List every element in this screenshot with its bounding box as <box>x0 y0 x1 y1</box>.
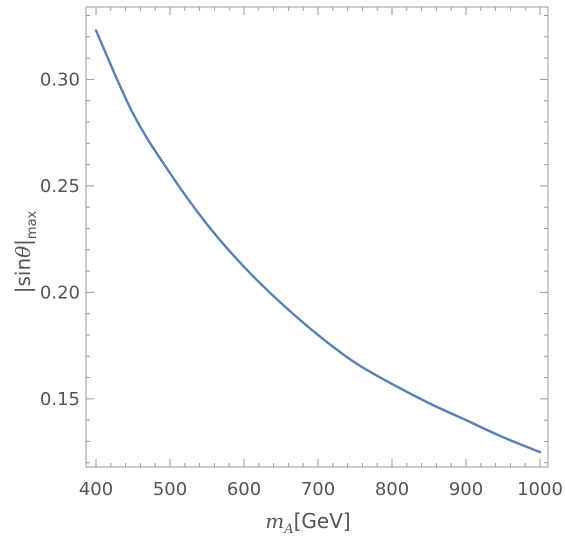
y-axis-label-var: θ <box>11 246 35 258</box>
y-axis-label-prefix: |sin <box>11 258 35 293</box>
series-layer <box>94 29 542 454</box>
x-tick-label: 500 <box>153 479 187 500</box>
x-tick-label: 900 <box>449 479 483 500</box>
x-tick-label: 800 <box>375 479 409 500</box>
y-tick-label: 0.30 <box>40 69 80 90</box>
y-axis-label-suffix: | <box>11 239 35 246</box>
plot-frame <box>85 6 549 468</box>
y-axis-label-sub: max <box>25 210 40 239</box>
x-tick-label: 1000 <box>517 479 563 500</box>
y-tick-label: 0.20 <box>40 282 80 303</box>
y-tick-label: 0.25 <box>40 176 80 197</box>
x-axis-label-var: m <box>265 509 284 533</box>
x-axis-label-sub: A <box>283 522 293 537</box>
axis-ticks: 400 500 600 700 800 900 1000 0.15 0.20 0.25 0.30 <box>40 7 563 500</box>
x-tick-label: 700 <box>301 479 335 500</box>
x-tick-label: 400 <box>79 479 113 500</box>
series-line <box>94 29 542 454</box>
y-tick-label: 0.15 <box>40 389 80 410</box>
plot-border <box>85 6 549 468</box>
x-axis-label: mA[GeV] <box>265 509 350 537</box>
y-axis-label: |sinθ|max <box>11 210 40 293</box>
x-tick-label: 600 <box>227 479 261 500</box>
x-axis-label-unit: [GeV] <box>294 509 351 533</box>
